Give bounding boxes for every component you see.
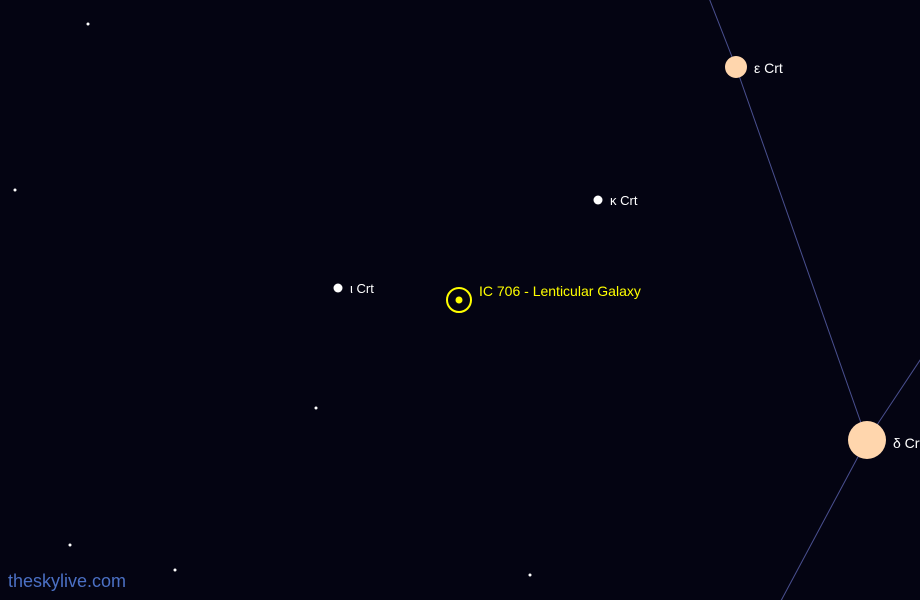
background-star: [174, 569, 177, 572]
star-kappa-crt: [594, 196, 603, 205]
star-chart: ε Crt δ Crt κ Crt ι Crt IC 706 - Lenticula…: [0, 0, 920, 600]
star-label-iota-crt: ι Crt: [350, 281, 374, 296]
background-star: [69, 544, 72, 547]
star-label-kappa-crt: κ Crt: [610, 193, 638, 208]
background-star: [529, 574, 532, 577]
star-iota-crt: [334, 284, 343, 293]
background-star: [315, 407, 318, 410]
background-star: [87, 23, 90, 26]
target-label: IC 706 - Lenticular Galaxy: [479, 283, 641, 299]
chart-svg: ε Crt δ Crt κ Crt ι Crt IC 706 - Lenticula…: [0, 0, 920, 600]
star-label-epsilon-crt: ε Crt: [754, 60, 783, 76]
star-epsilon-crt: [725, 56, 747, 78]
star-label-delta-crt: δ Crt: [893, 435, 920, 451]
background-star: [14, 189, 17, 192]
star-delta-crt: [848, 421, 886, 459]
target-dot-icon: [456, 297, 463, 304]
